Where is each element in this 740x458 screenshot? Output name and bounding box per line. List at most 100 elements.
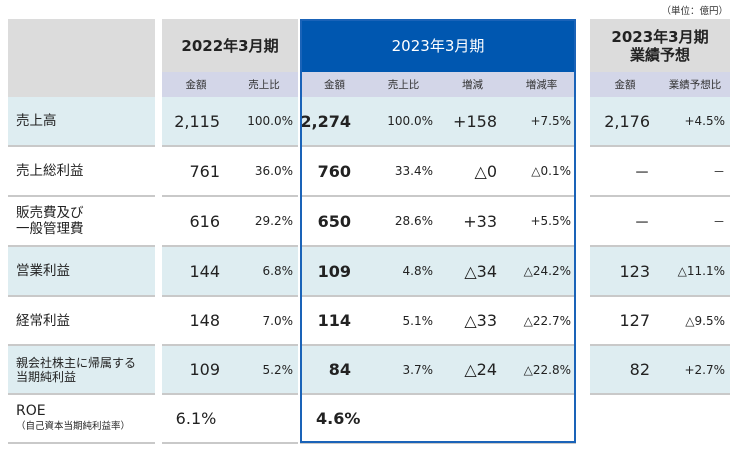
forecast-amount: 127 xyxy=(590,297,660,346)
row-label-text: 販売費及び 一般管理費 xyxy=(16,205,84,237)
row-label-text: 営業利益 xyxy=(16,263,70,279)
row-label: 売上総利益 xyxy=(8,147,155,197)
col-change: 増減 xyxy=(438,72,507,97)
row-label: 売上高 xyxy=(8,97,155,147)
ratio-2022: 6.8% xyxy=(230,247,298,297)
header-forecast-line1: 2023年3月期 xyxy=(611,27,709,46)
amount-2023: 4.6% xyxy=(300,395,369,444)
forecast-amount: 2,176 xyxy=(590,97,660,147)
row-label: 親会社株主に帰属する 当期純利益 xyxy=(8,346,155,395)
ratio-2023: 33.4% xyxy=(369,147,438,197)
amount-2023: 650 xyxy=(300,197,369,247)
row-label: 販売費及び 一般管理費 xyxy=(8,197,155,247)
header-fy2022: 2022年3月期 xyxy=(162,19,298,72)
row-label-text: 売上総利益 xyxy=(16,163,84,179)
change: +158 xyxy=(438,97,507,147)
header-row: 2022年3月期 2023年3月期 2023年3月期 業績予想 xyxy=(8,19,730,72)
amount-2022: 148 xyxy=(162,297,230,346)
forecast-amount: － xyxy=(590,147,660,197)
ratio-2022: 29.2% xyxy=(230,197,298,247)
ratio-2022: 5.2% xyxy=(230,346,298,395)
table-row: 売上高 2,115 100.0% 2,274 100.0% +158 +7.5% 2,176 +… xyxy=(8,97,730,147)
change-rate: +5.5% xyxy=(507,197,576,247)
forecast-ratio: +4.5% xyxy=(660,97,730,147)
header-forecast-line2: 業績予想 xyxy=(629,45,690,64)
amount-2023: 114 xyxy=(300,297,369,346)
change: △34 xyxy=(438,247,507,297)
change: +33 xyxy=(438,197,507,247)
amount-2023: 2,274 xyxy=(300,97,369,147)
header-fy2023: 2023年3月期 xyxy=(300,19,576,72)
col-amount-2022: 金額 xyxy=(162,72,230,97)
col-ratio-2022: 売上比 xyxy=(230,72,298,97)
row-label-line2: （自己資本当期純利益率） xyxy=(16,420,131,432)
table-row: ROE （自己資本当期純利益率） 6.1% 4.6% xyxy=(8,395,730,444)
ratio-2022: 36.0% xyxy=(230,147,298,197)
row-label-line1: 親会社株主に帰属する xyxy=(16,355,137,370)
amount-2023: 109 xyxy=(300,247,369,297)
change xyxy=(438,395,507,444)
col-forecast-amount: 金額 xyxy=(590,72,660,97)
table-row: 経常利益 148 7.0% 114 5.1% △33 △22.7% 127 △9.5% xyxy=(8,297,730,346)
forecast-ratio: △9.5% xyxy=(660,297,730,346)
row-label: 営業利益 xyxy=(8,247,155,297)
row-label-line2: 一般管理費 xyxy=(16,221,84,237)
forecast-amount xyxy=(590,395,660,444)
header-blank xyxy=(8,19,155,72)
table-row: 売上総利益 761 36.0% 760 33.4% △0 △0.1% －－ xyxy=(8,147,730,197)
row-label-text: 経常利益 xyxy=(16,313,70,329)
ratio-2023: 3.7% xyxy=(369,346,438,395)
row-label: 経常利益 xyxy=(8,297,155,346)
ratio-2023: 5.1% xyxy=(369,297,438,346)
subheader-row: 金額 売上比 金額 売上比 増減 増減率 金額 業績予想比 xyxy=(8,72,730,97)
forecast-amount: 82 xyxy=(590,346,660,395)
amount-2022: 144 xyxy=(162,247,230,297)
amount-2023: 84 xyxy=(300,346,369,395)
row-label-line1: 売上高 xyxy=(16,113,57,129)
ratio-2022: 100.0% xyxy=(230,97,298,147)
forecast-amount: － xyxy=(590,197,660,247)
change: △24 xyxy=(438,346,507,395)
row-label-text: 親会社株主に帰属する 当期純利益 xyxy=(16,356,136,384)
row-label-line1: 営業利益 xyxy=(16,263,70,279)
table-row: 営業利益 144 6.8% 109 4.8% △34 △24.2% 123 △11.1% xyxy=(8,247,730,297)
amount-2022: 6.1% xyxy=(162,395,230,444)
ratio-2023: 28.6% xyxy=(369,197,438,247)
change-rate: △0.1% xyxy=(507,147,576,197)
row-label: ROE （自己資本当期純利益率） xyxy=(8,395,155,444)
amount-2022: 109 xyxy=(162,346,230,395)
col-ratio-2023: 売上比 xyxy=(369,72,438,97)
row-label-line1: 売上総利益 xyxy=(16,163,84,179)
amount-2022: 2,115 xyxy=(162,97,230,147)
ratio-2022: 7.0% xyxy=(230,297,298,346)
col-change-rate: 増減率 xyxy=(507,72,576,97)
row-label-line1: 販売費及び xyxy=(16,205,84,221)
forecast-ratio: +2.7% xyxy=(660,346,730,395)
unit-label: （単位：億円） xyxy=(661,6,728,17)
forecast-ratio: △11.1% xyxy=(660,247,730,297)
row-label-text: ROE （自己資本当期純利益率） xyxy=(16,403,130,435)
header-forecast: 2023年3月期 業績予想 xyxy=(590,19,730,72)
col-amount-2023: 金額 xyxy=(300,72,369,97)
amount-2022: 616 xyxy=(162,197,230,247)
ratio-2023: 100.0% xyxy=(369,97,438,147)
ratio-2023: 4.8% xyxy=(369,247,438,297)
row-label-text: 売上高 xyxy=(16,113,57,129)
change-rate: △22.7% xyxy=(507,297,576,346)
table-row: 販売費及び 一般管理費 616 29.2% 650 28.6% +33 +5.5% －－ xyxy=(8,197,730,247)
ratio-2022 xyxy=(230,395,298,444)
table-row: 親会社株主に帰属する 当期純利益 109 5.2% 84 3.7% △24 △22.8% 82 +… xyxy=(8,346,730,395)
row-label-line1: ROE xyxy=(16,402,46,419)
amount-2023: 760 xyxy=(300,147,369,197)
change-rate: △22.8% xyxy=(507,346,576,395)
forecast-ratio xyxy=(660,395,730,444)
col-forecast-ratio: 業績予想比 xyxy=(660,72,730,97)
change: △0 xyxy=(438,147,507,197)
amount-2022: 761 xyxy=(162,147,230,197)
change-rate: △24.2% xyxy=(507,247,576,297)
forecast-ratio: － xyxy=(660,197,730,247)
ratio-2023 xyxy=(369,395,438,444)
change-rate xyxy=(507,395,576,444)
change: △33 xyxy=(438,297,507,346)
